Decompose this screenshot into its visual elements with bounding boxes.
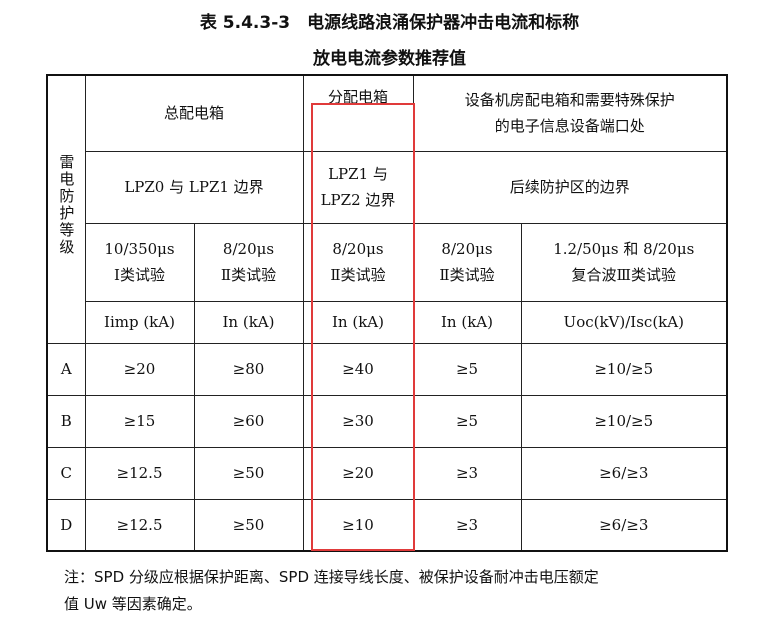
waveform: 8/20μs [332,239,384,258]
unit-cell: In (kA) [412,300,522,344]
test-class: Ⅰ类试验 [114,266,165,284]
test-cell: 8/20μs Ⅱ类试验 [302,222,414,302]
value-cell: ≥50 [193,446,304,500]
test-class: Ⅱ类试验 [220,266,277,284]
grade-cell: A [46,342,86,396]
value-cell: ≥80 [193,342,304,396]
unit-cell: Uoc(kV)/Isc(kA) [520,300,728,344]
value-cell: ≥60 [193,394,304,448]
value-cell: ≥6/≥3 [520,446,728,500]
value-cell: ≥12.5 [84,498,195,552]
value-cell: ≥5 [412,394,522,448]
table-title-line1: 表 5.4.3-3 电源线路浪涌保护器冲击电流和标称 [199,13,580,33]
group-header: 总配电箱 [84,74,304,152]
value-cell: ≥15 [84,394,195,448]
boundary-cell: LPZ0 与 LPZ1 边界 [84,150,304,224]
value-cell: ≥6/≥3 [520,498,728,552]
value-cell: ≥30 [302,394,414,448]
boundary-cell: 后续防护区的边界 [412,150,728,224]
waveform: 8/20μs [222,239,275,258]
table-row: A ≥20 ≥80 ≥40 ≥5 ≥10/≥5 [46,342,728,396]
waveform: 1.2/50μs 和 8/20μs [553,239,695,258]
test-cell: 10/350μs Ⅰ类试验 [84,222,195,302]
value-cell: ≥10 [302,498,414,552]
note-line1: 注：SPD 分级应根据保护距离、SPD 连接导线长度、被保护设备耐冲击电压额定 [64,568,599,586]
spd-parameter-table: 雷电防护等级 总配电箱 分配电箱 设备机房配电箱和需要特殊保护的电子信息设备端口… [46,74,728,552]
test-cell: 1.2/50μs 和 8/20μs 复合波Ⅲ类试验 [520,222,728,302]
table-row: D ≥12.5 ≥50 ≥10 ≥3 ≥6/≥3 [46,498,728,552]
unit-cell: Iimp (kA) [84,300,195,344]
value-cell: ≥20 [302,446,414,500]
waveform: 8/20μs [441,239,493,258]
test-class: Ⅱ类试验 [439,266,495,284]
value-cell: ≥10/≥5 [520,342,728,396]
test-class: Ⅱ类试验 [330,266,386,284]
grade-header-cell: 雷电防护等级 [46,74,86,344]
test-cell: 8/20μs Ⅱ类试验 [193,222,304,302]
value-cell: ≥10/≥5 [520,394,728,448]
unit-cell: In (kA) [193,300,304,344]
value-cell: ≥20 [84,342,195,396]
test-class: 复合波Ⅲ类试验 [571,266,676,284]
value-cell: ≥12.5 [84,446,195,500]
grade-cell: D [46,498,86,552]
boundary-cell: LPZ1 与 LPZ2 边界 [302,150,414,224]
value-cell: ≥3 [412,446,522,500]
grade-cell: C [46,446,86,500]
waveform: 10/350μs [104,239,175,258]
note-line2: 值 Uw 等因素确定。 [64,595,202,613]
highlight-box [311,103,415,551]
table-row: C ≥12.5 ≥50 ≥20 ≥3 ≥6/≥3 [46,446,728,500]
group-header: 设备机房配电箱和需要特殊保护的电子信息设备端口处 [412,74,728,152]
value-cell: ≥3 [412,498,522,552]
value-cell: ≥50 [193,498,304,552]
table-title-line2: 放电电流参数推荐值 [313,49,466,69]
grade-cell: B [46,394,86,448]
table-row: B ≥15 ≥60 ≥30 ≥5 ≥10/≥5 [46,394,728,448]
value-cell: ≥5 [412,342,522,396]
test-cell: 8/20μs Ⅱ类试验 [412,222,522,302]
